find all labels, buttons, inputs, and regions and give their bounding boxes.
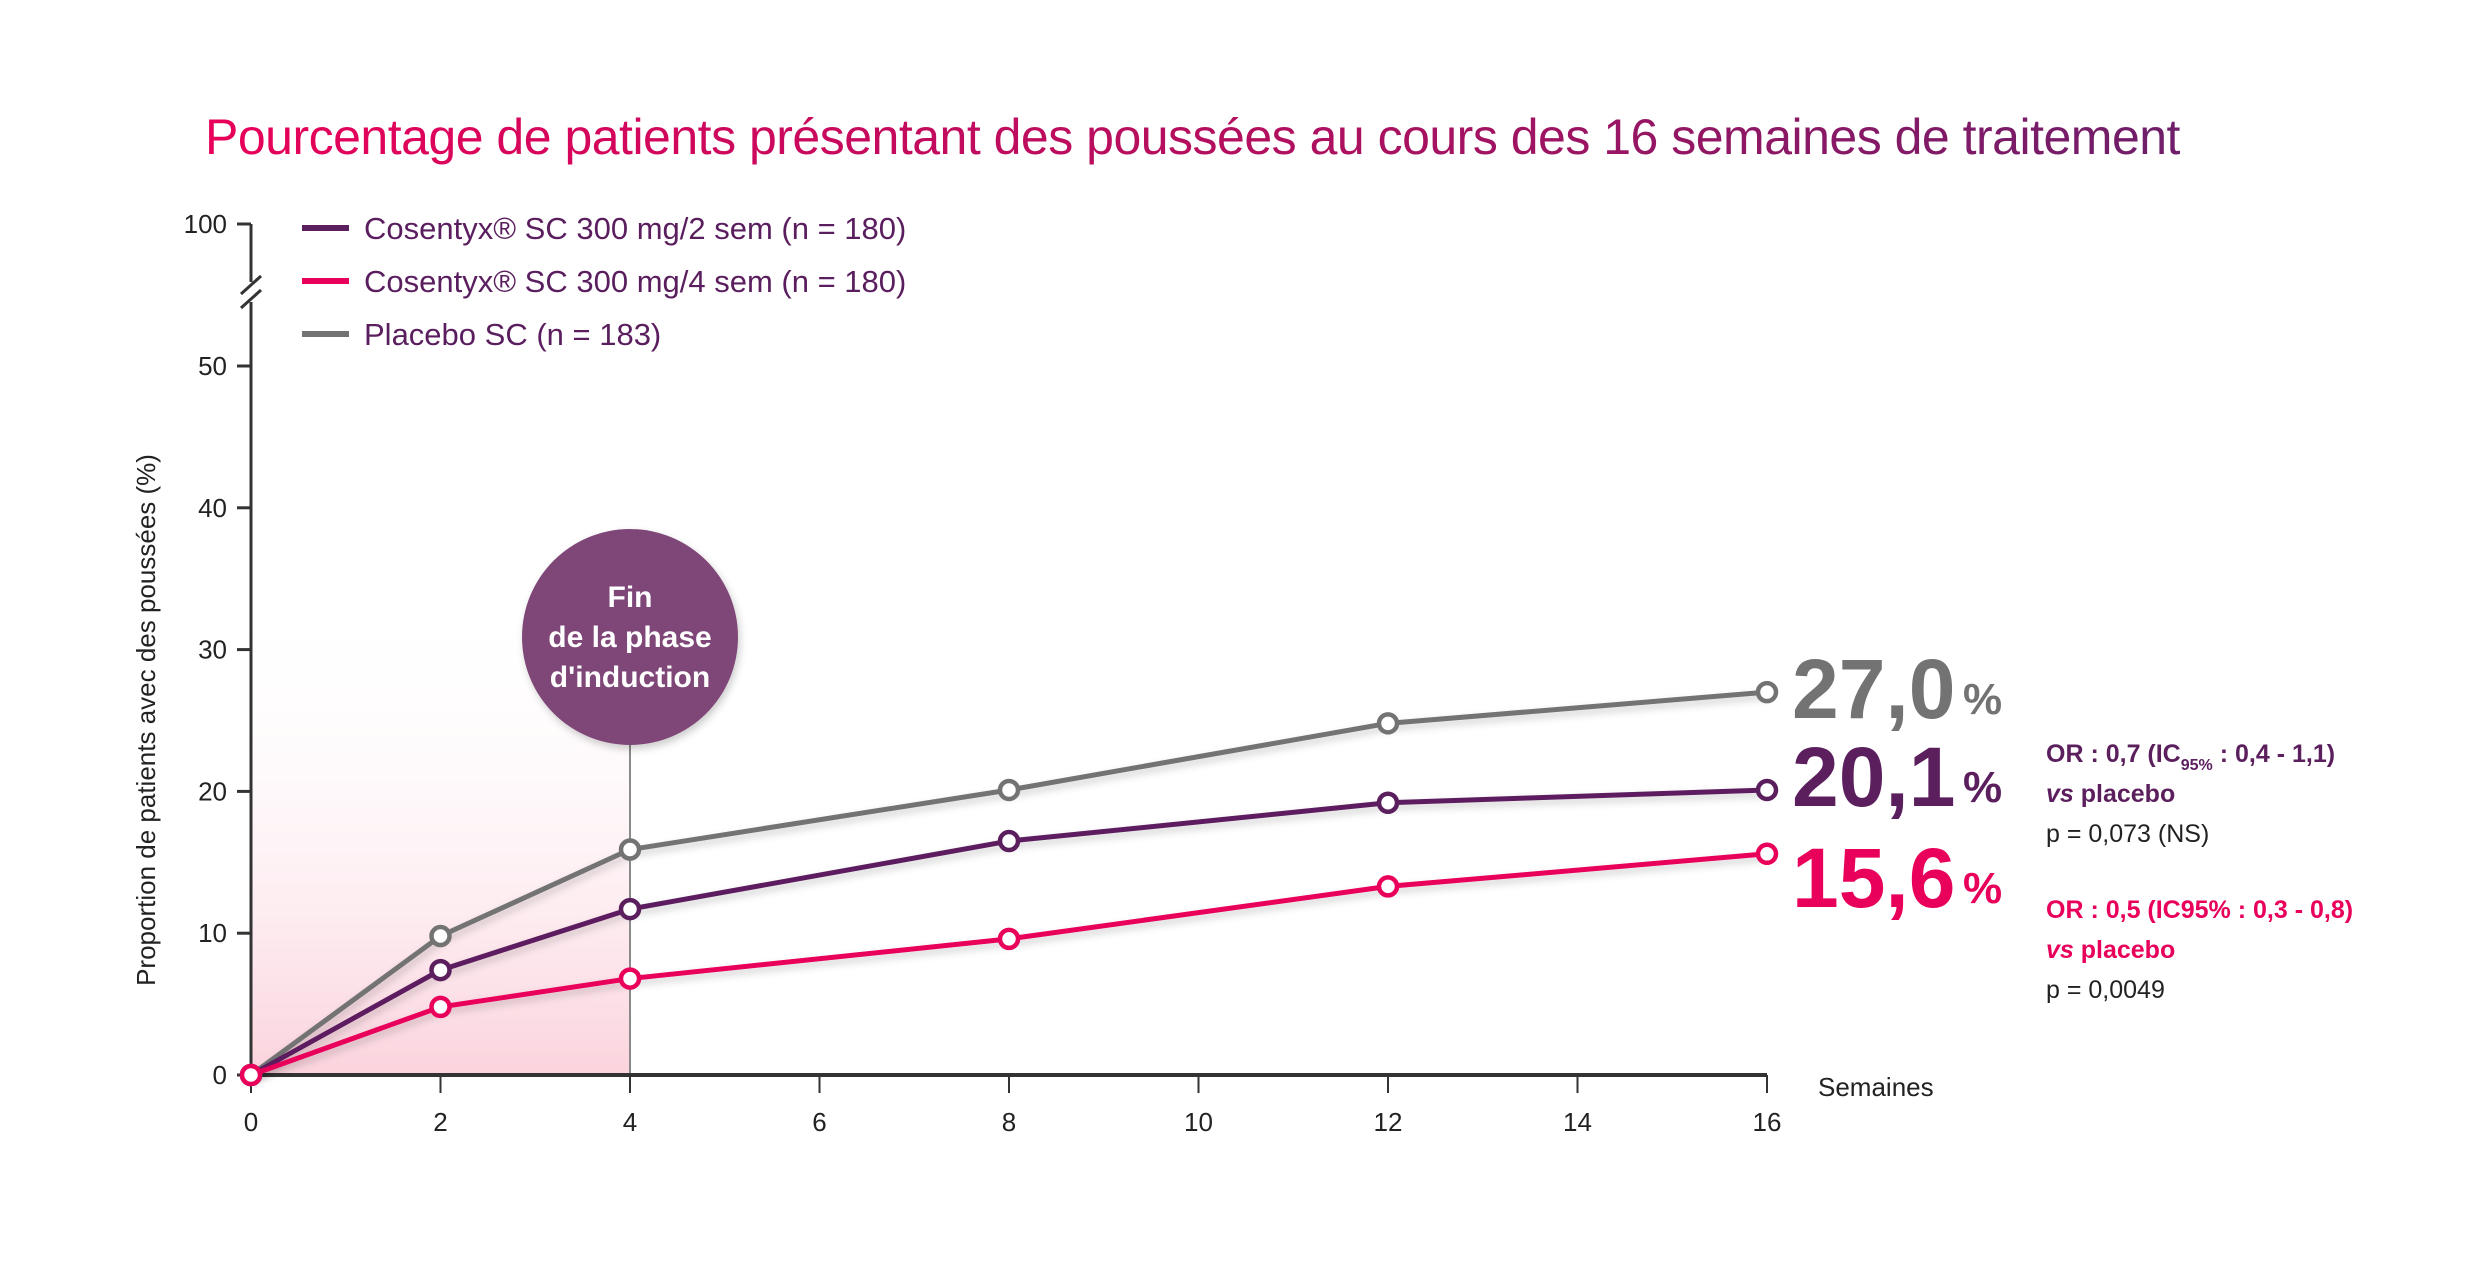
y-tick-label: 50 — [198, 351, 227, 381]
legend-label: Placebo SC (n = 183) — [364, 317, 661, 352]
x-tick-label: 4 — [623, 1107, 637, 1137]
x-tick-label: 0 — [244, 1107, 258, 1137]
induction-bubble-text: Fin — [608, 581, 653, 614]
series-line — [249, 689, 1768, 1078]
y-axis-label: Proportion de patients avec des poussées… — [131, 454, 161, 986]
chart-title: Pourcentage de patients présentant des p… — [205, 109, 2180, 165]
end-value-unit: % — [1963, 763, 2002, 812]
y-tick-label: 10 — [198, 918, 227, 948]
x-tick-label: 6 — [812, 1107, 826, 1137]
data-point — [1376, 712, 1400, 735]
p-value-text: p = 0,073 (NS) — [2046, 820, 2209, 848]
x-tick-label: 10 — [1184, 1107, 1213, 1137]
data-point — [1376, 791, 1400, 814]
x-tick-label: 16 — [1753, 1107, 1782, 1137]
odds-ratio-text: OR : 0,7 (IC95% : 0,4 - 1,1) — [2046, 740, 2335, 774]
data-point — [1376, 875, 1400, 898]
y-tick-label: 0 — [213, 1060, 227, 1090]
data-point — [997, 829, 1021, 853]
end-value-label: 15,6 — [1792, 831, 1956, 925]
x-tick-label: 14 — [1563, 1107, 1592, 1137]
data-point — [618, 967, 642, 990]
vs-placebo-text: vs placebo — [2046, 780, 2175, 808]
data-point — [997, 778, 1021, 802]
induction-bubble — [522, 529, 738, 745]
induction-bubble-text: de la phase — [548, 621, 711, 654]
data-point — [429, 924, 452, 948]
series-line — [250, 851, 1768, 1078]
data-point — [1755, 680, 1779, 704]
legend-label: Cosentyx® SC 300 mg/2 sem (n = 180) — [364, 211, 906, 246]
end-value-unit: % — [1963, 675, 2002, 724]
data-point — [239, 1063, 263, 1087]
legend-label: Cosentyx® SC 300 mg/4 sem (n = 180) — [364, 264, 906, 299]
end-value-label: 27,0 — [1792, 642, 1956, 736]
data-point — [618, 897, 642, 921]
p-value-text: p = 0,0049 — [2046, 976, 2165, 1004]
y-tick-label: 20 — [198, 776, 227, 806]
end-value-unit: % — [1963, 864, 2002, 913]
odds-ratio-text: OR : 0,5 (IC95% : 0,3 - 0,8) — [2046, 896, 2353, 924]
end-value-label: 20,1 — [1792, 730, 1956, 824]
x-tick-label: 2 — [433, 1107, 447, 1137]
data-point — [429, 958, 452, 982]
axis-break-mark — [239, 288, 263, 310]
data-point — [618, 838, 642, 861]
data-point — [997, 927, 1021, 951]
data-point — [1755, 778, 1779, 802]
axis-break-mark — [239, 274, 263, 296]
data-point — [429, 995, 452, 1019]
x-axis-label: Semaines — [1818, 1072, 1934, 1102]
y-tick-label: 40 — [198, 493, 227, 523]
x-tick-label: 8 — [1002, 1107, 1016, 1137]
x-tick-label: 12 — [1374, 1107, 1403, 1137]
y-tick-label: 30 — [198, 635, 227, 665]
y-tick-label: 100 — [184, 209, 227, 239]
data-point — [1755, 842, 1779, 866]
vs-placebo-text: vs placebo — [2046, 936, 2175, 964]
induction-bubble-text: d'induction — [550, 661, 710, 694]
series-line — [249, 787, 1768, 1078]
